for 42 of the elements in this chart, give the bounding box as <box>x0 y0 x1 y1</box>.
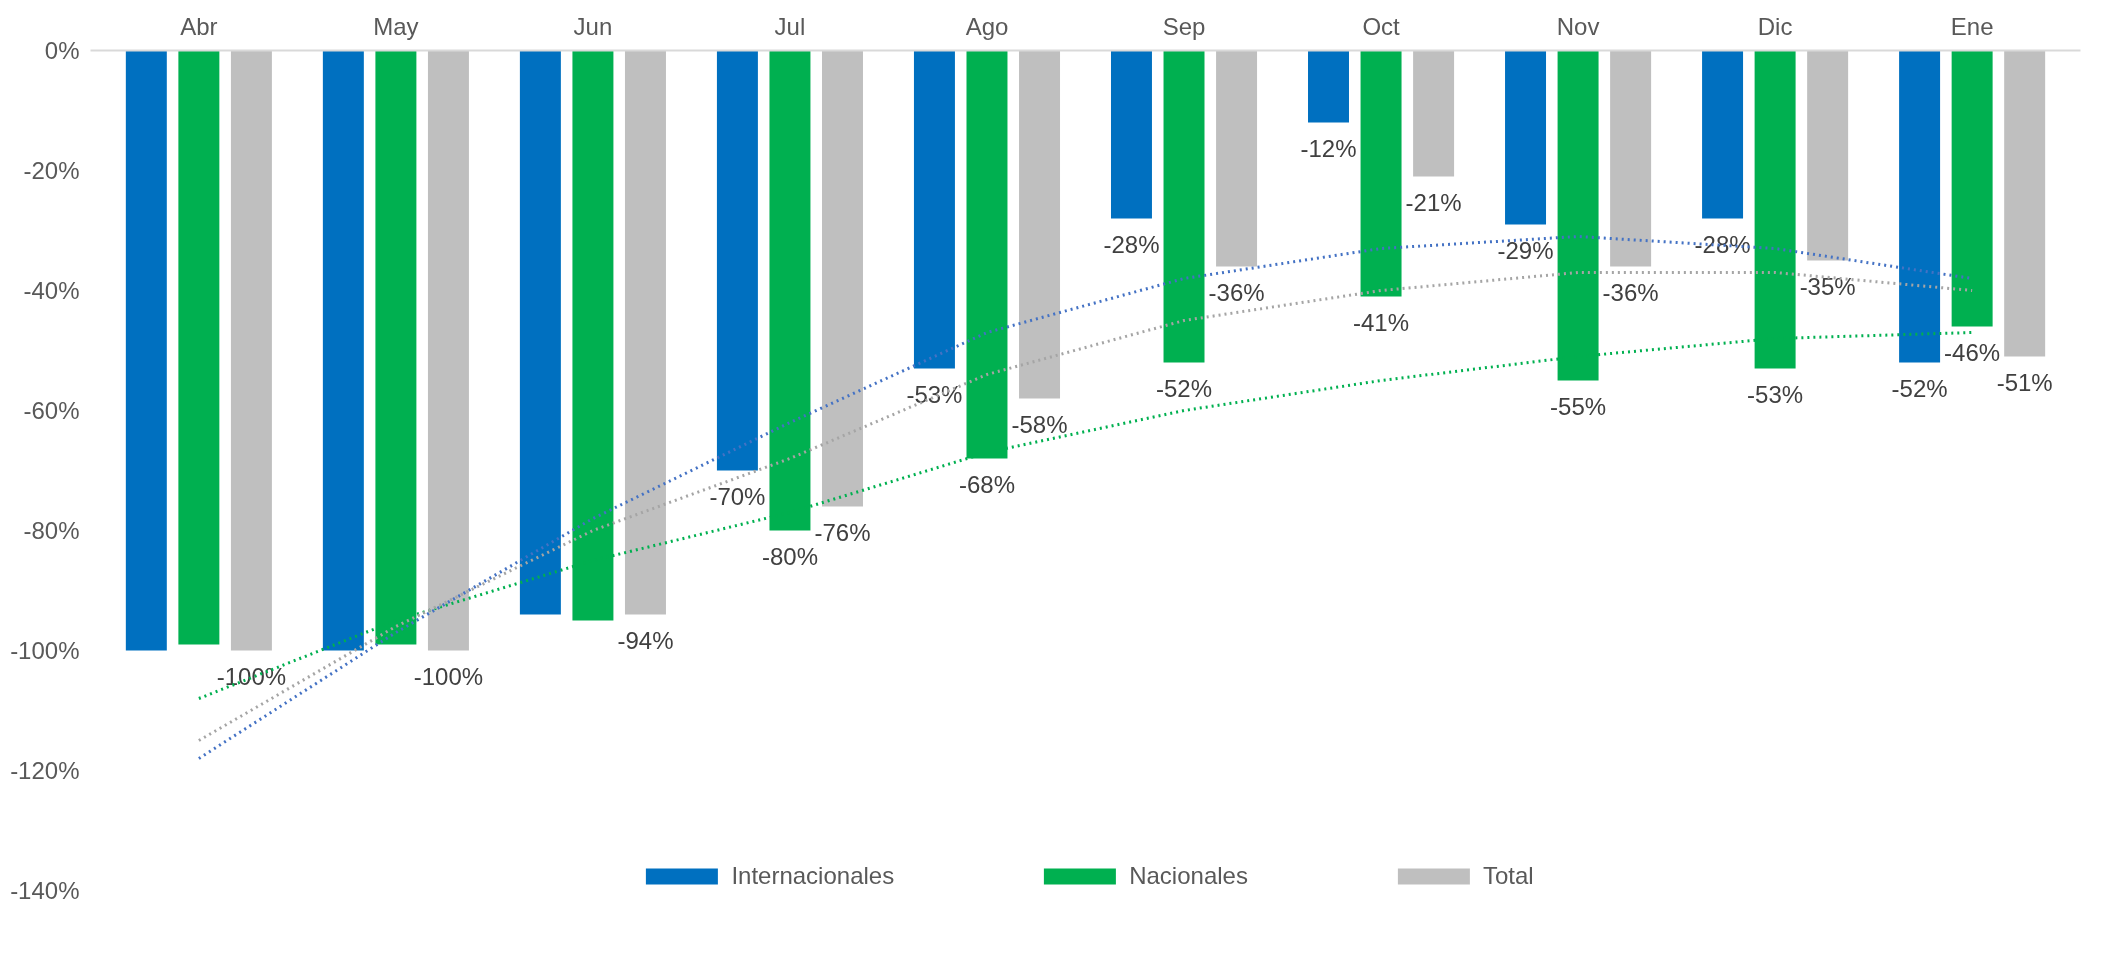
x-tick-label: Jul <box>774 12 806 40</box>
data-label: -41% <box>1353 308 1410 336</box>
y-tick-label: -20% <box>23 157 80 184</box>
x-tick-label: Nov <box>1556 12 1600 40</box>
data-label: -12% <box>1300 134 1357 162</box>
data-label: -58% <box>1011 410 1068 438</box>
data-label: -51% <box>1996 368 2053 396</box>
data-label: -52% <box>1891 374 1948 402</box>
y-tick-label: 0% <box>44 37 80 64</box>
data-label: -36% <box>1602 278 1659 306</box>
legend-label: Total <box>1482 862 1534 890</box>
data-label: -28% <box>1103 230 1160 258</box>
data-label: -70% <box>709 482 766 510</box>
y-tick-label: -60% <box>23 397 80 424</box>
data-label: -100% <box>413 662 484 690</box>
data-label: -36% <box>1208 278 1265 306</box>
y-tick-label: -40% <box>23 277 80 304</box>
x-tick-label: Sep <box>1162 12 1206 40</box>
y-tick-label: -80% <box>23 517 80 544</box>
data-label: -28% <box>1694 230 1751 258</box>
data-label: -53% <box>1747 380 1804 408</box>
y-tick-label: -120% <box>10 757 80 784</box>
y-tick-label: -100% <box>10 637 80 664</box>
x-tick-label: Ago <box>965 12 1009 40</box>
data-label: -21% <box>1405 188 1462 216</box>
data-label: -94% <box>617 626 674 654</box>
x-tick-label: Ene <box>1950 12 1994 40</box>
data-label: -53% <box>906 380 963 408</box>
data-label: -46% <box>1944 338 2001 366</box>
data-label: -29% <box>1497 236 1554 264</box>
x-tick-label: Oct <box>1362 12 1401 40</box>
data-label: -55% <box>1550 392 1607 420</box>
data-label: -52% <box>1156 374 1213 402</box>
legend-label: Internacionales <box>731 862 895 890</box>
data-label: -35% <box>1799 272 1856 300</box>
y-tick-label: -140% <box>10 877 80 904</box>
x-tick-label: Abr <box>180 12 218 40</box>
x-tick-label: Dic <box>1757 12 1793 40</box>
legend-label: Nacionales <box>1129 862 1248 890</box>
x-tick-label: May <box>373 12 419 40</box>
data-label: -68% <box>958 470 1015 498</box>
x-tick-label: Jun <box>573 12 613 40</box>
